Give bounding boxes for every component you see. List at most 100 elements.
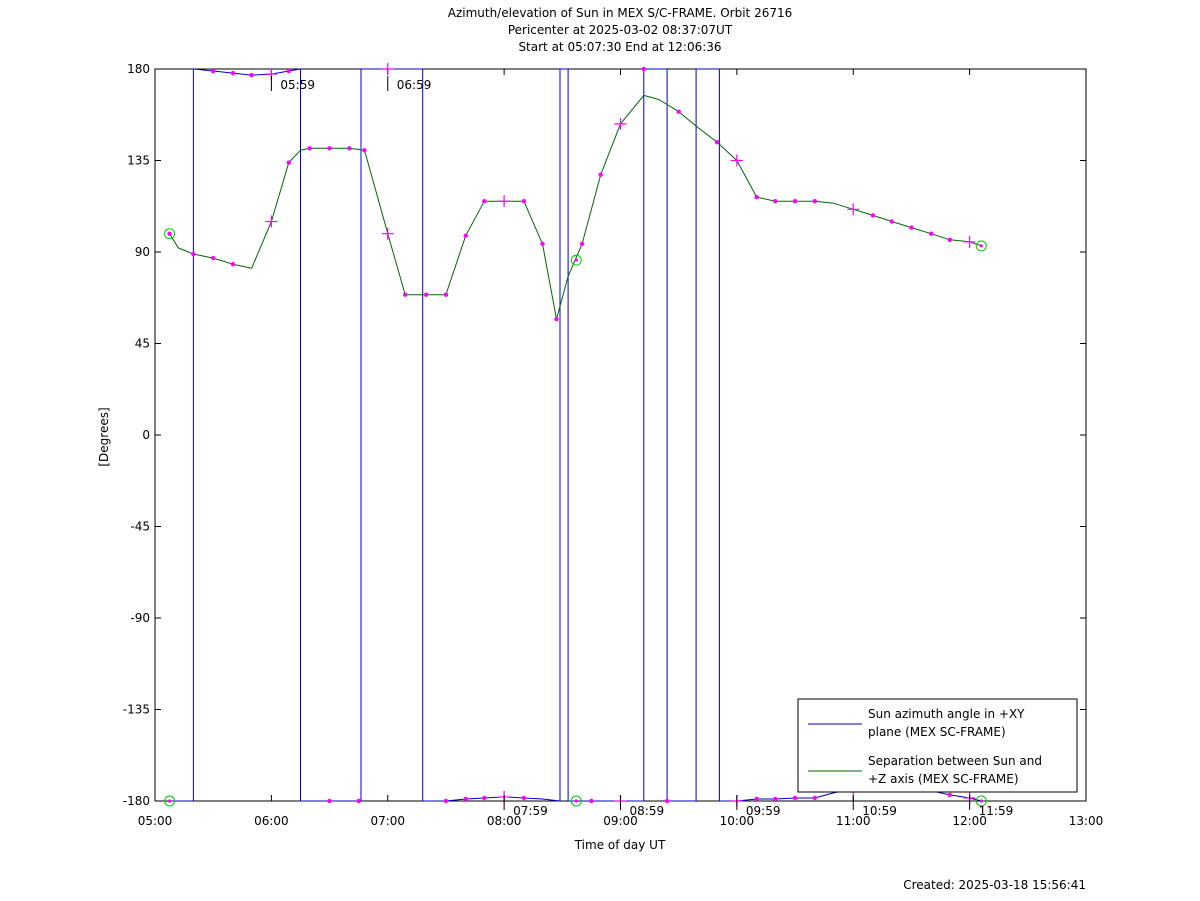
x-tick-label: 10:00 [720, 814, 755, 828]
data-point-marker [792, 795, 798, 801]
created-timestamp: Created: 2025-03-18 15:56:41 [903, 878, 1086, 892]
x-axis-label: Time of day UT [574, 838, 666, 852]
time-annotation-label: 11:59 [979, 804, 1014, 818]
data-point-marker [521, 198, 527, 204]
y-tick-label: -135 [123, 703, 150, 717]
data-point-marker [929, 231, 934, 236]
legend-label: plane (MEX SC-FRAME) [868, 725, 1006, 739]
data-point-marker [347, 146, 352, 151]
data-point-marker [773, 198, 778, 204]
data-point-marker [463, 796, 468, 802]
data-point-marker [286, 160, 292, 165]
data-point-marker [714, 140, 720, 145]
data-point-marker [249, 72, 254, 78]
data-point-marker [947, 237, 953, 242]
data-point-marker [579, 241, 585, 247]
data-point-marker [356, 798, 361, 804]
data-point-marker [362, 148, 367, 153]
time-annotation-label: 06:59 [397, 78, 432, 92]
data-point-marker [889, 219, 894, 224]
data-point-marker [574, 799, 578, 803]
x-tick-label: 07:00 [370, 814, 405, 828]
legend-box [797, 698, 1078, 793]
data-point-marker [230, 70, 236, 76]
time-annotation-label: 08:59 [630, 804, 665, 818]
y-tick-label: 135 [127, 154, 150, 168]
y-tick-label: -90 [130, 611, 150, 625]
event-circle-marker [570, 795, 582, 807]
data-point-marker [540, 241, 545, 247]
hour-cross-marker [614, 117, 627, 130]
y-axis-label: [Degrees] [97, 407, 111, 466]
x-tick-label: 13:00 [1069, 814, 1104, 828]
title-line: Start at 05:07:30 End at 12:06:36 [518, 40, 721, 54]
hour-cross-marker [265, 215, 278, 228]
x-tick-label: 09:00 [603, 814, 638, 828]
series-layer [169, 68, 982, 802]
hour-cross-marker [730, 154, 743, 167]
data-point-marker [909, 225, 914, 230]
title-line: Azimuth/elevation of Sun in MEX S/C-FRAM… [448, 6, 793, 20]
data-point-marker [773, 796, 778, 802]
x-tick-label: 08:00 [487, 814, 522, 828]
data-point-marker [210, 68, 216, 74]
data-point-marker [947, 792, 953, 798]
title-line: Pericenter at 2025-03-02 08:37:07UT [508, 23, 733, 37]
event-circle-marker [975, 240, 987, 252]
x-tick-label: 12:00 [952, 814, 987, 828]
event-circle-marker [164, 228, 176, 240]
legend-label: Sun azimuth angle in +XY [868, 707, 1025, 721]
data-point-marker [210, 255, 216, 261]
marker-layer [164, 63, 987, 807]
data-point-marker [792, 198, 798, 204]
data-point-marker [230, 262, 236, 267]
data-point-marker [403, 292, 408, 297]
separation-series-line [169, 94, 982, 320]
data-point-marker [482, 198, 487, 204]
data-point-marker [327, 146, 332, 151]
x-tick-label: 11:00 [836, 814, 871, 828]
hour-cross-marker [963, 235, 976, 248]
hour-cross-marker [847, 203, 860, 216]
data-point-marker [286, 68, 292, 74]
data-point-marker [191, 251, 196, 257]
data-point-marker [554, 316, 559, 322]
data-point-marker [641, 66, 646, 72]
data-point-marker [979, 244, 983, 248]
data-point-marker [598, 172, 603, 177]
data-point-marker [167, 799, 172, 803]
y-tick-label: 180 [127, 62, 150, 76]
time-annotation-label: 10:59 [862, 804, 897, 818]
y-tick-label: 45 [135, 337, 150, 351]
data-point-marker [463, 233, 468, 238]
time-annotation-label: 07:59 [513, 804, 548, 818]
data-point-marker [443, 292, 449, 297]
data-point-marker [754, 796, 759, 802]
event-circle-marker [570, 254, 582, 266]
y-tick-label: 90 [135, 245, 150, 259]
hour-cross-marker [381, 63, 394, 75]
chart-title: Azimuth/elevation of Sun in MEX S/C-FRAM… [448, 6, 793, 54]
data-point-marker [423, 292, 429, 297]
data-point-marker [327, 798, 332, 804]
legend-label: Separation between Sun and [868, 754, 1042, 768]
y-tick-label: 0 [142, 428, 150, 442]
data-point-marker [664, 798, 670, 804]
plot-frame [154, 68, 1087, 802]
data-point-marker [482, 795, 487, 801]
time-annotation-label: 09:59 [746, 804, 781, 818]
data-point-marker [812, 795, 818, 801]
time-annotation-label: 05:59 [280, 78, 315, 92]
y-tick-label: -180 [123, 794, 150, 808]
data-point-marker [754, 194, 759, 200]
data-point-marker [443, 798, 449, 804]
time-annotations: 05:59 06:59 07:59 08:59 09:59 10:59 11:59 [270, 76, 1014, 818]
data-point-marker [521, 795, 527, 801]
legend-label: +Z axis (MEX SC-FRAME) [868, 772, 1019, 786]
hour-cross-marker [498, 195, 511, 208]
x-tick-label: 06:00 [254, 814, 289, 828]
hour-cross-marker [381, 227, 394, 240]
data-point-marker [167, 232, 172, 236]
data-point-marker [676, 109, 681, 114]
